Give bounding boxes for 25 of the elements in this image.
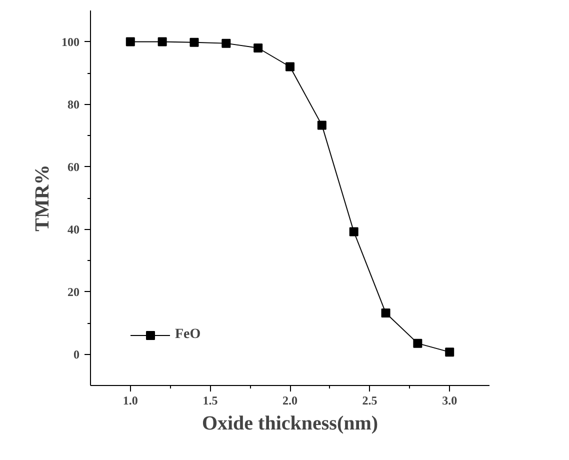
y-tick-label: 60	[68, 160, 80, 174]
x-tick-label: 3.0	[442, 394, 458, 408]
y-tick-label: 40	[68, 222, 80, 236]
point	[126, 37, 135, 46]
point	[158, 37, 167, 46]
point	[317, 120, 326, 130]
x-axis-title: Oxide thickness(nm)	[202, 412, 378, 434]
point	[413, 338, 422, 348]
y-tick-label: 80	[68, 97, 80, 112]
legend-label: FeO	[175, 327, 201, 343]
y-tick-label: 100	[62, 34, 80, 49]
x-tick-label: 1.0	[122, 394, 138, 408]
point	[222, 38, 231, 48]
point	[190, 38, 199, 47]
y-tick-label: 0	[74, 347, 80, 362]
point	[445, 348, 454, 357]
point	[286, 62, 294, 72]
x-tick-label: 2.0	[282, 394, 298, 408]
y-axis-title: TMR%	[32, 164, 54, 232]
y-tick-label: 20	[68, 284, 80, 299]
x-tick-label: 2.5	[362, 394, 378, 408]
point	[381, 308, 390, 318]
point	[254, 44, 263, 52]
x-tick-label: 1.5	[202, 394, 218, 408]
point	[349, 227, 358, 236]
